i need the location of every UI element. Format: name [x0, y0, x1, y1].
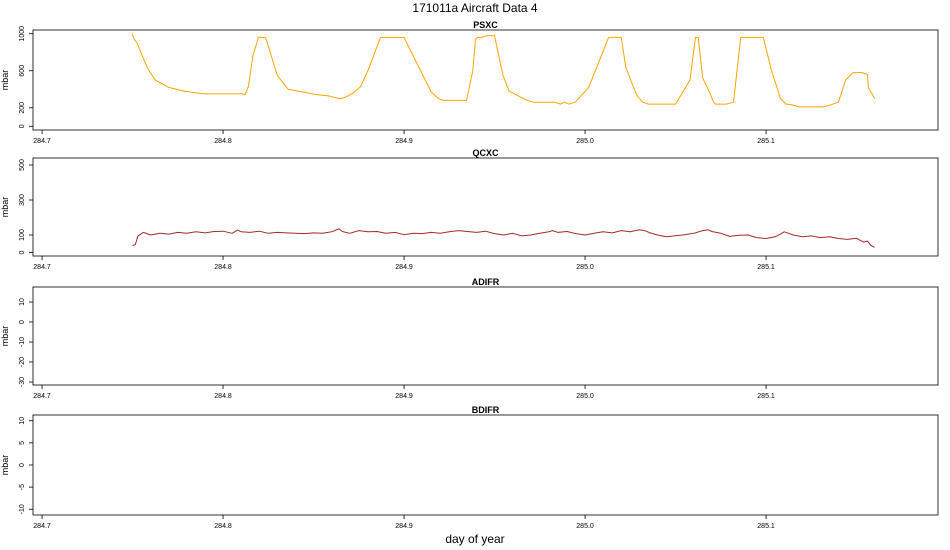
panel-adifr: ADIFR 284.7 284.8 284.9 285.0 285.1 -30 -20 -10 0… [0, 277, 939, 400]
x-tick-label: 284.9 [395, 393, 413, 400]
panel-title: BDIFR [472, 405, 500, 415]
x-tick-label: 284.9 [395, 523, 413, 530]
panel-psxc: PSXC 284.7 284.8 284.9 285.0 285.1 0 200 600 1000… [0, 20, 939, 145]
y-tick-label: 600 [19, 65, 26, 77]
plot-frame [32, 414, 939, 516]
y-tick-label: 0 [19, 320, 26, 324]
y-tick-label: 0 [19, 463, 26, 467]
plot-frame [32, 286, 939, 386]
x-tick-label: 284.7 [33, 523, 51, 530]
x-tick-label: 284.8 [214, 138, 232, 145]
x-tick-label: 284.7 [33, 264, 51, 271]
y-tick-label: 0 [19, 250, 26, 254]
y-tick-label: -20 [19, 357, 26, 367]
y-tick-label: 1000 [19, 26, 26, 42]
plot-frame [32, 157, 939, 257]
figure-title: 171011a Aircraft Data 4 [412, 1, 538, 15]
x-tick-label: 284.8 [214, 393, 232, 400]
panel-title: QCXC [472, 148, 499, 158]
x-tick-label: 285.1 [757, 523, 775, 530]
x-tick-label: 284.9 [395, 264, 413, 271]
panel-title: PSXC [473, 20, 498, 30]
y-tick-label: 200 [19, 102, 26, 114]
x-tick-label: 285.0 [576, 393, 594, 400]
series-line-psxc [131, 33, 876, 108]
x-tick-label: 285.0 [576, 138, 594, 145]
y-tick-label: -5 [19, 484, 26, 490]
x-tick-label: 284.8 [214, 523, 232, 530]
y-tick-label: 0 [19, 124, 26, 128]
x-tick-label: 284.7 [33, 393, 51, 400]
x-tick-label: 284.8 [214, 264, 232, 271]
x-tick-label: 284.9 [395, 138, 413, 145]
y-tick-label: -30 [19, 377, 26, 387]
y-tick-label: 500 [19, 159, 26, 171]
y-tick-label: 10 [19, 417, 26, 425]
y-axis-label: mbar [0, 455, 10, 476]
y-axis-label: mbar [0, 70, 10, 91]
y-tick-label: -10 [19, 504, 26, 514]
panel-bdifr: BDIFR 284.7 284.8 284.9 285.0 285.1 -10 -5 0 5 10 m… [0, 405, 939, 530]
x-axis-label: day of year [445, 532, 504, 546]
y-axis-label: mbar [0, 326, 10, 347]
series-line-qcxc [132, 228, 875, 248]
plot-frame [32, 29, 939, 131]
x-tick-label: 285.0 [576, 264, 594, 271]
x-tick-label: 285.1 [757, 138, 775, 145]
y-tick-label: -10 [19, 337, 26, 347]
x-tick-label: 284.7 [33, 138, 51, 145]
panel-title: ADIFR [472, 277, 500, 287]
y-tick-label: 100 [19, 229, 26, 241]
x-tick-label: 285.0 [576, 523, 594, 530]
panel-qcxc: QCXC 284.7 284.8 284.9 285.0 285.1 0 100 300 500 m… [0, 148, 939, 271]
y-tick-label: 300 [19, 194, 26, 206]
y-tick-label: 10 [19, 298, 26, 306]
x-tick-label: 285.1 [757, 264, 775, 271]
y-axis-label: mbar [0, 197, 10, 218]
x-tick-label: 285.1 [757, 393, 775, 400]
y-tick-label: 5 [19, 441, 26, 445]
